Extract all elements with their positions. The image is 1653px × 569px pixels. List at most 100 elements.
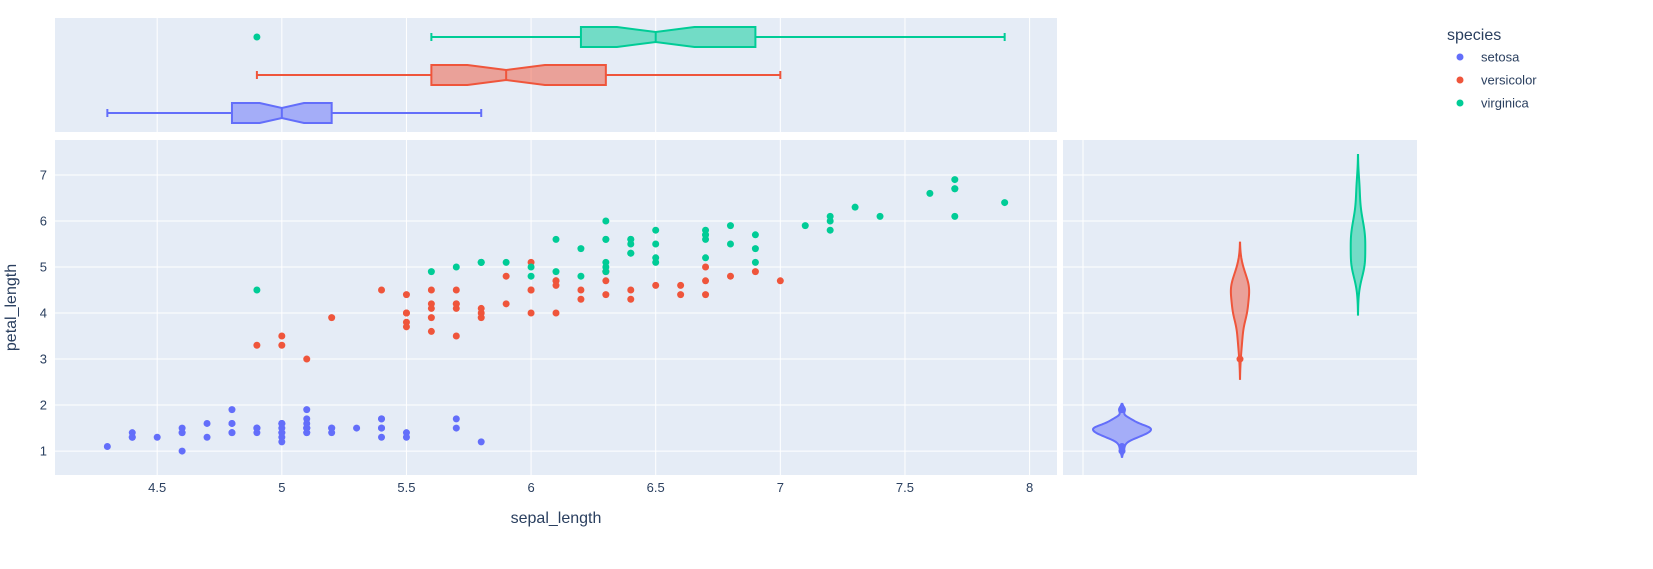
data-point-setosa [128, 433, 136, 441]
data-point-setosa [378, 433, 386, 441]
x-tick-label: 5 [278, 480, 285, 495]
data-point-versicolor [427, 314, 435, 322]
data-point-virginica [951, 185, 959, 193]
legend-marker-setosa [1456, 53, 1464, 61]
data-point-versicolor [702, 277, 710, 285]
data-point-versicolor [253, 341, 261, 349]
violin-versicolor [1229, 241, 1251, 380]
data-point-virginica [602, 235, 610, 243]
box-versicolor [430, 64, 607, 86]
violin-outlier-setosa [1118, 442, 1126, 450]
data-point-setosa [203, 419, 211, 427]
data-point-versicolor [427, 327, 435, 335]
data-point-versicolor [702, 263, 710, 271]
data-point-versicolor [427, 300, 435, 308]
y-tick-label: 3 [40, 352, 47, 367]
data-point-setosa [452, 415, 460, 423]
data-point-virginica [253, 286, 261, 294]
y-tick-label: 6 [40, 213, 47, 228]
data-point-versicolor [677, 281, 685, 289]
data-point-virginica [1001, 199, 1009, 207]
data-point-versicolor [278, 341, 286, 349]
data-point-setosa [477, 438, 485, 446]
data-point-versicolor [577, 286, 585, 294]
data-point-versicolor [726, 272, 734, 280]
data-point-versicolor [452, 332, 460, 340]
legend-item-setosa[interactable]: setosa [1481, 50, 1520, 65]
data-point-versicolor [427, 286, 435, 294]
data-point-setosa [178, 429, 186, 437]
data-point-setosa [228, 429, 236, 437]
data-point-virginica [652, 226, 660, 234]
data-point-versicolor [627, 286, 635, 294]
data-point-versicolor [751, 268, 759, 276]
data-point-virginica [627, 249, 635, 257]
data-point-virginica [652, 240, 660, 248]
x-tick-label: 6.5 [647, 480, 665, 495]
data-point-versicolor [278, 332, 286, 340]
data-point-virginica [577, 245, 585, 253]
data-point-versicolor [627, 295, 635, 303]
x-axis-title: sepal_length [511, 510, 602, 527]
data-point-virginica [577, 272, 585, 280]
data-point-versicolor [303, 355, 311, 363]
y-tick-label: 1 [40, 444, 47, 459]
data-point-virginica [452, 263, 460, 271]
data-point-versicolor [552, 281, 560, 289]
data-point-virginica [726, 222, 734, 230]
data-point-versicolor [776, 277, 784, 285]
x-tick-label: 7 [777, 480, 784, 495]
data-point-virginica [502, 258, 510, 266]
data-point-virginica [751, 258, 759, 266]
data-point-versicolor [527, 309, 535, 317]
data-point-virginica [527, 272, 535, 280]
data-point-setosa [153, 433, 161, 441]
data-point-virginica [876, 212, 884, 220]
data-point-virginica [652, 254, 660, 262]
data-point-setosa [402, 433, 410, 441]
box-virginica [579, 26, 757, 48]
data-point-virginica [951, 212, 959, 220]
data-point-virginica [751, 231, 759, 239]
legend-marker-versicolor [1456, 76, 1464, 84]
data-point-setosa [353, 424, 361, 432]
x-tick-label: 4.5 [148, 480, 166, 495]
violin-outlier-setosa [1118, 406, 1126, 414]
data-point-virginica [552, 235, 560, 243]
x-tick-label: 8 [1026, 480, 1033, 495]
data-point-setosa [303, 419, 311, 427]
data-point-versicolor [577, 295, 585, 303]
legend-item-versicolor[interactable]: versicolor [1481, 73, 1537, 88]
data-point-virginica [726, 240, 734, 248]
data-point-versicolor [602, 291, 610, 299]
data-point-virginica [926, 189, 934, 197]
data-point-setosa [228, 419, 236, 427]
data-point-virginica [527, 263, 535, 271]
data-point-versicolor [602, 277, 610, 285]
data-point-virginica [702, 231, 710, 239]
data-point-setosa [178, 447, 186, 455]
data-point-setosa [378, 424, 386, 432]
data-point-setosa [378, 415, 386, 423]
data-point-versicolor [477, 309, 485, 317]
legend-item-virginica[interactable]: virginica [1481, 96, 1529, 111]
y-tick-label: 5 [40, 260, 47, 275]
data-point-versicolor [502, 272, 510, 280]
data-point-virginica [427, 268, 435, 276]
data-point-virginica [851, 203, 859, 211]
data-point-setosa [452, 424, 460, 432]
y-tick-label: 2 [40, 398, 47, 413]
box-outlier-virginica [253, 33, 261, 41]
data-point-setosa [203, 433, 211, 441]
data-point-versicolor [452, 286, 460, 294]
data-point-virginica [477, 258, 485, 266]
data-point-versicolor [402, 309, 410, 317]
data-point-setosa [278, 429, 286, 437]
data-point-virginica [801, 222, 809, 230]
violin-outlier-versicolor [1236, 355, 1244, 363]
data-point-setosa [253, 424, 261, 432]
data-point-virginica [552, 268, 560, 276]
data-point-setosa [303, 406, 311, 414]
